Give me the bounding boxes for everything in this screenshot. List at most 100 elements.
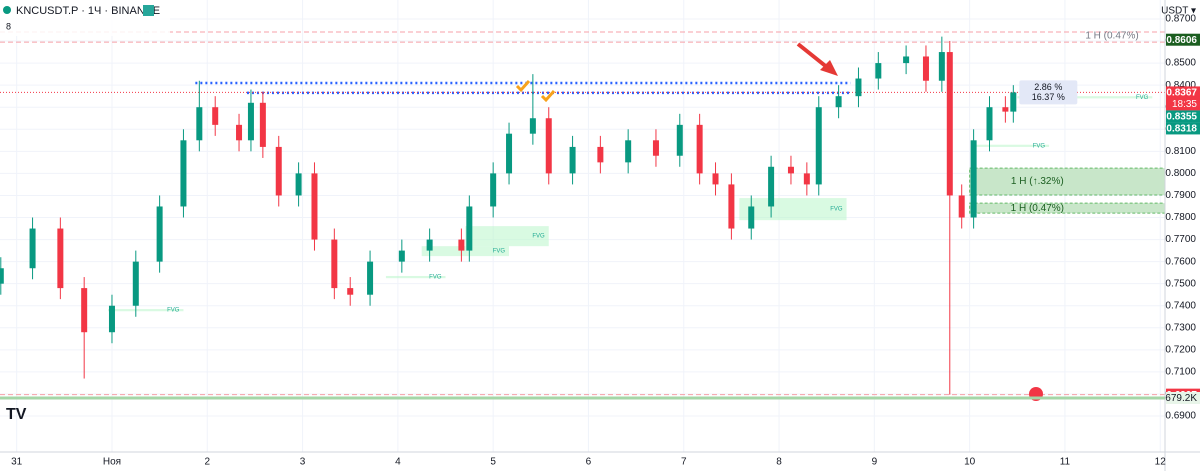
x-tick-label: 7	[681, 457, 687, 468]
candle-body	[398, 250, 405, 262]
price-tag	[1166, 86, 1200, 111]
currency[interactable]: USDT ▾	[1161, 6, 1196, 17]
x-tick-label: 4	[395, 457, 401, 468]
check-icon	[540, 90, 556, 103]
x-tick-label: 6	[586, 457, 592, 468]
candle-body	[506, 133, 513, 174]
y-tick-label: 0.7900	[1165, 190, 1196, 201]
candle-body	[236, 124, 243, 141]
candle-body	[728, 184, 735, 229]
y-tick-label: 0.8400	[1165, 80, 1196, 91]
fvg-zone	[739, 198, 847, 221]
candle-body	[57, 228, 64, 289]
candle-body	[803, 173, 810, 185]
price-tag	[1166, 110, 1200, 123]
candle-body	[275, 146, 282, 196]
y-tick-label: 0.7600	[1165, 256, 1196, 267]
candle-body	[569, 146, 576, 174]
x-tick-label: 31	[11, 457, 23, 468]
measure-label: 16.37 %	[1032, 92, 1065, 102]
indicators-toggle[interactable]: 8	[6, 21, 11, 31]
x-tick-label: 12	[1155, 457, 1167, 468]
price-tag	[1166, 122, 1200, 135]
fvg-label: FVG	[1033, 143, 1046, 149]
candle-body	[545, 118, 552, 174]
candle-body	[347, 288, 354, 295]
target-box	[969, 202, 1166, 214]
candle-body	[331, 239, 338, 289]
y-tick-label: 0.8000	[1165, 168, 1196, 179]
x-tick-label: 9	[872, 457, 878, 468]
candle-body	[490, 173, 497, 207]
arrow-head	[820, 60, 838, 76]
x-tick-label: 2	[204, 457, 210, 468]
candle-body	[875, 63, 882, 79]
candle-body	[1010, 92, 1017, 112]
x-tick-label: 3	[300, 457, 306, 468]
fvg-label: FVG	[532, 234, 545, 240]
status-dot	[3, 6, 11, 14]
price-tag-label: 0.8606	[1166, 35, 1197, 46]
candle-body	[29, 228, 36, 269]
candle-body	[466, 206, 473, 251]
y-tick-label: 0.7700	[1165, 234, 1196, 245]
x-tick-label: Ноя	[103, 457, 121, 468]
x-tick-label: 10	[964, 457, 976, 468]
candle-body	[835, 96, 842, 108]
candle-body	[458, 239, 465, 251]
fvg-label: FVG	[830, 207, 843, 213]
candle-body	[0, 268, 4, 284]
price-tag-label: 0.8318	[1166, 124, 1197, 135]
header-bg	[0, 0, 170, 36]
fvg-zone	[385, 275, 446, 279]
volume-label: 679.2K	[1165, 393, 1197, 404]
candle-body	[787, 166, 794, 174]
candle-body	[748, 206, 755, 229]
y-tick-label: 0.7300	[1165, 322, 1196, 333]
candle-body	[855, 78, 862, 97]
candle-body	[922, 56, 929, 81]
grid	[0, 0, 1165, 452]
price-tag	[1166, 33, 1200, 46]
fvg-label: FVG	[1136, 95, 1149, 101]
y-tick-label: 0.6900	[1165, 411, 1196, 422]
candle-body	[712, 173, 719, 185]
candle-body	[696, 124, 703, 174]
x-tick-label: 11	[1060, 457, 1071, 468]
plot: FVG FVG FVG FVG FVG FVG FVG 1 Н (↑.32%) 1 Н (0.4…	[0, 31, 1166, 396]
candle-body	[259, 102, 266, 147]
fvg-zone	[421, 246, 510, 257]
x-tick-label: 5	[490, 457, 496, 468]
candle-body	[212, 107, 219, 125]
candle-body	[946, 52, 953, 196]
volume-tag	[1166, 392, 1200, 404]
candle-body	[367, 261, 374, 295]
top-label: 1 Н (0.47%)	[1085, 31, 1138, 42]
candle-body	[156, 206, 163, 262]
check-icon	[515, 80, 531, 93]
price-tag-label: 0.8367	[1166, 88, 1197, 99]
symbol: KNCUSDT.P · 1Ч · BINANCE	[16, 5, 160, 17]
logo: TV	[6, 406, 27, 423]
price-tag-label: 0.8355	[1166, 112, 1197, 123]
candle-body	[597, 146, 604, 163]
fvg-label: FVG	[429, 275, 442, 281]
candle-body	[625, 140, 632, 163]
y-tick-label: 0.7400	[1165, 300, 1196, 311]
y-tick-label: 0.7100	[1165, 367, 1196, 378]
fvg-zone	[973, 144, 1050, 147]
candle-body	[903, 56, 910, 64]
y-tick-label: 0.8100	[1165, 146, 1196, 157]
status-icon	[143, 5, 154, 16]
candle-body	[108, 305, 115, 333]
candle-body	[311, 173, 318, 240]
candle-body	[529, 118, 536, 134]
candle-body	[958, 195, 965, 218]
candle-body	[970, 140, 977, 218]
fvg-zone	[465, 226, 549, 247]
measure-label: 2.86 %	[1034, 82, 1062, 92]
candle-body	[426, 239, 433, 251]
target-box	[969, 167, 1166, 196]
candle-body	[938, 52, 945, 81]
